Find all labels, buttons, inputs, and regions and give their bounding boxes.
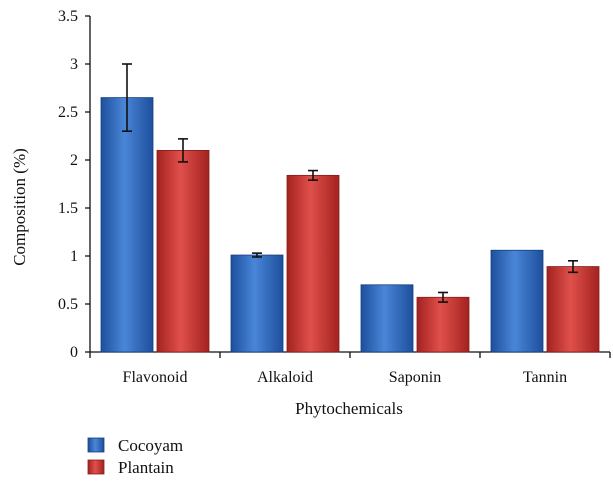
x-tick-label: Saponin xyxy=(389,369,441,386)
y-tick-label: 1.5 xyxy=(58,200,78,217)
bar-plantain-flavonoid xyxy=(156,149,210,353)
y-tick-label: 2 xyxy=(70,152,78,169)
bar-cocoyam-alkaloid xyxy=(230,254,284,353)
y-tick-label: 0.5 xyxy=(58,296,78,313)
y-tick-label: 0 xyxy=(70,344,78,361)
error-bar-cocoyam-alkaloid xyxy=(252,252,262,258)
legend-swatch-cocoyam xyxy=(87,437,105,453)
y-axis-title: Composition (%) xyxy=(10,148,29,266)
y-tick-label: 1 xyxy=(70,248,78,265)
error-bars xyxy=(122,63,578,303)
bar-plantain-tannin xyxy=(546,266,600,353)
legend: Cocoyam Plantain xyxy=(87,436,183,477)
bar-cocoyam-flavonoid xyxy=(100,97,154,353)
legend-label-plantain: Plantain xyxy=(118,458,174,477)
bar-cocoyam-tannin xyxy=(490,249,544,353)
legend-label-cocoyam: Cocoyam xyxy=(118,436,183,455)
axes: 0 0.5 1 1.5 2 2.5 3 3.5 Flavonoid Alkaloid Saponin… xyxy=(58,8,611,386)
error-bar-plantain-saponin xyxy=(438,291,448,303)
x-tick-label: Flavonoid xyxy=(123,369,188,386)
y-tick-label: 3.5 xyxy=(58,8,78,25)
legend-swatch-plantain xyxy=(87,459,105,475)
error-bar-plantain-alkaloid xyxy=(308,169,318,181)
bars xyxy=(100,97,600,353)
error-bar-plantain-tannin xyxy=(568,259,578,274)
x-tick-label: Alkaloid xyxy=(257,369,313,386)
bar-cocoyam-saponin xyxy=(360,284,414,353)
y-tick-label: 3 xyxy=(70,56,78,73)
bar-plantain-saponin xyxy=(416,296,470,353)
y-tick-label: 2.5 xyxy=(58,104,78,121)
x-tick-label: Tannin xyxy=(523,369,567,386)
x-axis-title: Phytochemicals xyxy=(295,399,403,418)
error-bar-cocoyam-flavonoid xyxy=(122,63,132,132)
error-bar-plantain-flavonoid xyxy=(178,138,188,163)
bar-plantain-alkaloid xyxy=(286,174,340,353)
